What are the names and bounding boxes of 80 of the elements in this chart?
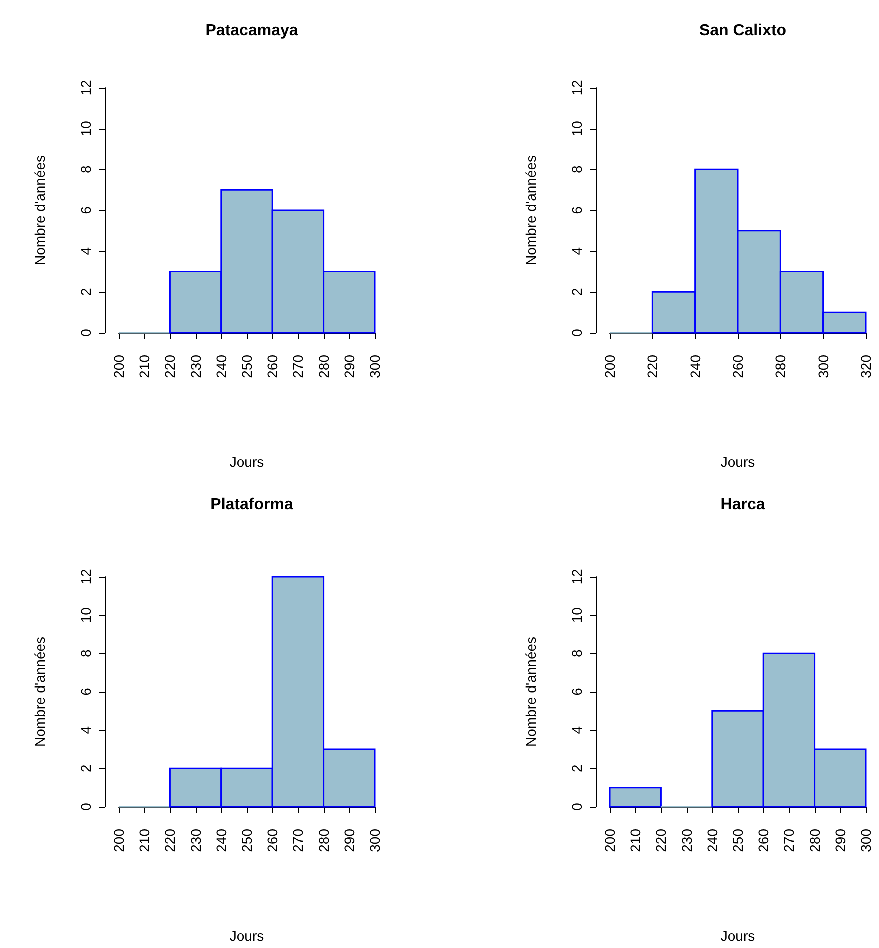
x-tick-label: 240 xyxy=(687,354,704,378)
x-tick-label: 300 xyxy=(815,354,832,378)
x-axis-title: Jours xyxy=(230,928,264,944)
y-axis-title: Nombre d'années xyxy=(32,636,48,748)
x-tick-label: 300 xyxy=(367,828,383,852)
y-tick-label: 0 xyxy=(569,802,585,811)
x-tick-label: 220 xyxy=(653,828,670,852)
x-tick-label: 280 xyxy=(806,828,823,852)
y-tick-label: 10 xyxy=(569,607,585,624)
y-tick-label: 10 xyxy=(78,120,94,137)
x-axis-title: Jours xyxy=(230,454,264,470)
x-tick-label: 270 xyxy=(290,828,306,852)
x-tick-label: 260 xyxy=(264,354,281,378)
x-tick-label: 200 xyxy=(111,828,127,852)
y-tick-label: 8 xyxy=(569,650,585,658)
y-tick-label: 10 xyxy=(78,607,94,624)
x-tick-label: 220 xyxy=(162,354,178,378)
x-tick-label: 260 xyxy=(730,354,746,378)
x-tick-label: 230 xyxy=(188,828,204,852)
x-tick-label: 300 xyxy=(858,828,874,852)
y-tick-label: 8 xyxy=(78,166,94,174)
x-tick-label: 250 xyxy=(730,828,746,852)
x-tick-label: 280 xyxy=(772,354,789,378)
x-tick-label: 220 xyxy=(644,354,661,378)
y-tick-label: 0 xyxy=(78,802,94,811)
y-tick-label: 4 xyxy=(569,726,585,734)
y-tick-label: 6 xyxy=(78,688,94,696)
y-axis-title: Nombre d'années xyxy=(523,155,539,266)
chart-title: Patacamaya xyxy=(206,22,298,40)
y-tick-label: 10 xyxy=(569,120,585,137)
x-tick-label: 250 xyxy=(239,354,255,378)
y-tick-label: 12 xyxy=(78,80,94,96)
y-tick-label: 4 xyxy=(78,247,94,256)
y-axis-title: Nombre d'années xyxy=(32,155,48,266)
x-tick-label: 240 xyxy=(704,828,720,852)
y-tick-label: 2 xyxy=(569,764,585,773)
x-tick-label: 320 xyxy=(858,354,874,378)
x-tick-label: 290 xyxy=(341,828,358,852)
x-tick-label: 200 xyxy=(111,354,127,378)
y-tick-label: 12 xyxy=(569,569,585,585)
y-tick-label: 8 xyxy=(569,166,585,174)
x-tick-label: 230 xyxy=(678,828,695,852)
x-tick-label: 210 xyxy=(628,828,644,852)
x-tick-label: 220 xyxy=(162,828,178,852)
y-tick-label: 12 xyxy=(78,569,94,585)
x-axis-title: Jours xyxy=(720,928,756,944)
y-tick-label: 0 xyxy=(78,328,94,337)
x-tick-label: 290 xyxy=(341,354,358,378)
chart-title: Plataforma xyxy=(210,496,294,514)
y-tick-label: 4 xyxy=(569,247,585,256)
chart-title: San Calixto xyxy=(699,22,787,40)
x-tick-label: 260 xyxy=(264,828,281,852)
x-tick-label: 270 xyxy=(290,354,306,378)
y-tick-label: 4 xyxy=(78,726,94,734)
x-tick-label: 290 xyxy=(832,828,848,852)
x-tick-label: 200 xyxy=(602,354,618,378)
x-tick-label: 270 xyxy=(781,828,798,852)
x-tick-label: 230 xyxy=(188,354,204,378)
chart-title: Harca xyxy=(720,496,766,514)
y-tick-label: 6 xyxy=(569,688,585,696)
x-tick-label: 280 xyxy=(316,354,332,378)
x-tick-label: 200 xyxy=(602,828,618,852)
x-tick-label: 250 xyxy=(239,828,255,852)
x-tick-label: 260 xyxy=(756,828,772,852)
y-tick-label: 6 xyxy=(78,206,94,214)
y-tick-label: 2 xyxy=(78,288,94,296)
x-axis-title: Jours xyxy=(720,454,756,470)
x-tick-label: 240 xyxy=(213,828,230,852)
y-tick-label: 6 xyxy=(569,206,585,214)
x-tick-label: 210 xyxy=(136,828,153,852)
y-axis-title: Nombre d'années xyxy=(523,636,539,748)
y-tick-label: 12 xyxy=(569,80,585,96)
y-tick-label: 0 xyxy=(569,328,585,337)
x-tick-label: 210 xyxy=(136,354,153,378)
y-tick-label: 8 xyxy=(78,650,94,658)
y-tick-label: 2 xyxy=(78,764,94,773)
x-tick-label: 280 xyxy=(316,828,332,852)
x-tick-label: 300 xyxy=(367,354,383,378)
y-tick-label: 2 xyxy=(569,288,585,296)
x-tick-label: 240 xyxy=(213,354,230,378)
